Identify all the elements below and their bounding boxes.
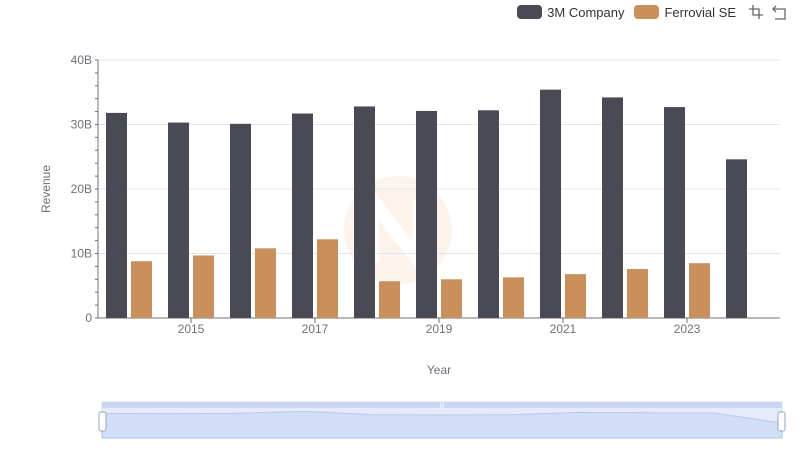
datazoom-handle-left[interactable]	[98, 411, 107, 432]
y-axis-title: Revenue	[39, 165, 53, 213]
bar-3m-company-2020[interactable]	[478, 110, 499, 318]
x-tick-label: 2017	[302, 322, 329, 336]
bar-3m-company-2024[interactable]	[726, 159, 747, 318]
toolbox	[748, 4, 788, 20]
legend-swatch-ferrovial-se	[634, 5, 660, 19]
datazoom-preview-area	[101, 410, 783, 439]
bar-ferrovial-se-2021[interactable]	[565, 274, 586, 318]
bar-ferrovial-se-2014[interactable]	[131, 261, 152, 318]
legend-label-ferrovial-se: Ferrovial SE	[664, 4, 736, 20]
y-tick-label: 0	[85, 311, 92, 325]
y-tick-label: 30B	[71, 118, 92, 132]
x-tick-label: 2015	[178, 322, 205, 336]
x-ticks: 2015 2017 2019 2021 2023	[178, 318, 701, 336]
zoom-icon[interactable]	[748, 4, 764, 20]
legend: 3M Company Ferrovial SE	[517, 4, 788, 20]
bar-3m-company-2023[interactable]	[664, 107, 685, 319]
legend-swatch-3m-company	[517, 5, 543, 19]
bar-ferrovial-se-2020[interactable]	[503, 277, 524, 318]
legend-item-3m-company[interactable]: 3M Company	[517, 5, 624, 20]
x-tick-label: 2019	[426, 322, 453, 336]
bar-3m-company-2015[interactable]	[168, 122, 189, 318]
y-tick-label: 10B	[71, 247, 92, 261]
bar-3m-company-2021[interactable]	[540, 89, 561, 318]
x-tick-label: 2023	[674, 322, 701, 336]
datazoom-handle-right[interactable]	[777, 411, 786, 432]
bar-3m-company-2016[interactable]	[230, 123, 251, 318]
bar-ferrovial-se-2017[interactable]	[317, 239, 338, 318]
bar-ferrovial-se-2018[interactable]	[379, 281, 400, 318]
y-tick-label: 40B	[71, 53, 92, 67]
legend-label-3m-company: 3M Company	[547, 4, 625, 20]
x-axis-title: Year	[427, 363, 451, 377]
bar-3m-company-2018[interactable]	[354, 106, 375, 318]
bar-ferrovial-se-2015[interactable]	[193, 255, 214, 318]
bar-ferrovial-se-2023[interactable]	[689, 263, 710, 318]
bar-3m-company-2022[interactable]	[602, 97, 623, 318]
legend-item-ferrovial-se[interactable]: Ferrovial SE	[634, 5, 736, 20]
bar-3m-company-2017[interactable]	[292, 113, 313, 318]
bar-3m-company-2014[interactable]	[106, 112, 127, 318]
datazoom-top-bar[interactable]	[102, 402, 782, 408]
bar-ferrovial-se-2016[interactable]	[255, 248, 276, 318]
bar-3m-company-2019[interactable]	[416, 110, 437, 318]
y-tick-label: 20B	[71, 182, 92, 196]
x-tick-label: 2021	[550, 322, 577, 336]
y-tick-labels: 0 10B 20B 30B 40B	[71, 53, 93, 325]
datazoom-slider[interactable]: |||	[98, 401, 786, 439]
bar-ferrovial-se-2019[interactable]	[441, 279, 462, 318]
bars	[106, 89, 747, 319]
bar-ferrovial-se-2022[interactable]	[627, 268, 648, 318]
datazoom-grip-icon: |||	[440, 403, 445, 409]
restore-icon[interactable]	[772, 4, 788, 20]
